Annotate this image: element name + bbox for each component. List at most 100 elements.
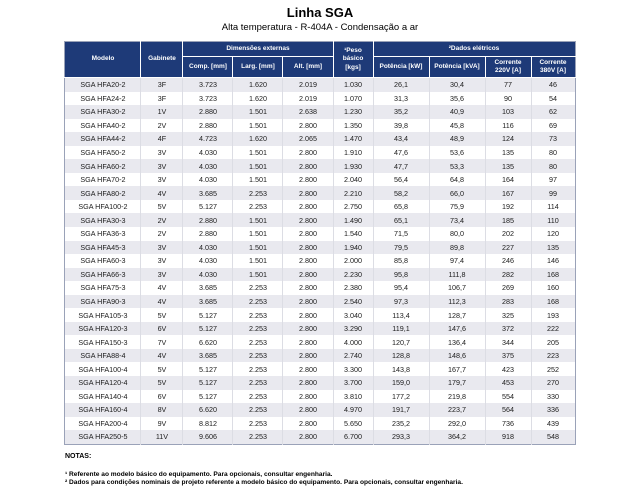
table-cell: 35,6 — [429, 91, 486, 106]
table-cell: 5V — [140, 376, 184, 390]
group-header-dimensoes-externas: Dimensões externas — [182, 41, 334, 57]
table-cell: 1.501 — [232, 213, 284, 228]
table-cell: 113,4 — [373, 308, 430, 322]
table-cell: 5.127 — [182, 362, 234, 377]
table-cell: 3V — [140, 267, 184, 282]
table-cell: 97,4 — [429, 254, 486, 268]
table-cell: 2.800 — [282, 199, 334, 214]
table-row: SGA HFA44-2 4F 4.723 1.620 2.065 1.470 43,4 48,… — [64, 132, 576, 146]
table-cell: 4.030 — [182, 145, 234, 160]
col-header-potencia-kw: Potência [kW] — [373, 56, 430, 78]
table-cell: 2.253 — [232, 389, 284, 404]
table-cell: 1.540 — [333, 227, 374, 241]
table-cell: 65,1 — [373, 213, 430, 228]
table-cell: 80 — [549, 148, 557, 157]
table-cell: 8V — [140, 403, 184, 417]
table-cell: 1.501 — [232, 240, 284, 255]
table-cell: 2.800 — [282, 362, 334, 377]
table-cell: SGA HFA60-2 — [64, 159, 142, 173]
table-cell: 4V — [140, 348, 184, 363]
table-cell: 4V — [140, 294, 184, 309]
table-row: SGA HFA105-3 5V 5.127 2.253 2.800 3.040 113,4 1… — [64, 308, 576, 322]
table-cell: SGA HFA200-4 — [64, 416, 142, 431]
table-cell: 116 — [485, 118, 532, 133]
spec-table: Modelo Gabinete Dimensões externas ¹Peso… — [64, 41, 576, 445]
table-cell: 11V — [140, 430, 184, 445]
notes-section: NOTAS: ¹ Referente ao modelo básico do e… — [65, 453, 575, 487]
table-cell: 58,2 — [373, 186, 430, 200]
table-cell: 111,8 — [429, 267, 486, 282]
table-cell: 62 — [549, 107, 557, 117]
table-cell: 292,0 — [429, 416, 486, 431]
table-cell: 8.812 — [182, 416, 234, 431]
table-cell: 1.620 — [232, 132, 284, 146]
table-cell: 3.290 — [333, 321, 374, 336]
table-cell: 2.000 — [333, 254, 374, 268]
table-cell: 148,6 — [429, 348, 486, 363]
table-cell: 2V — [140, 227, 184, 241]
table-row: SGA HFA120-3 6V 5.127 2.253 2.800 3.290 119,1 1… — [64, 321, 576, 336]
table-cell: 2.019 — [282, 91, 334, 106]
table-cell: 69 — [549, 120, 557, 130]
table-cell: SGA HFA36-3 — [64, 227, 142, 241]
table-cell: SGA HFA100-4 — [64, 362, 142, 377]
table-cell: 64,8 — [429, 172, 486, 187]
table-cell: 1.620 — [232, 77, 284, 92]
table-cell: 2.800 — [282, 227, 334, 241]
table-cell: 1.501 — [232, 227, 284, 241]
table-cell: 2.253 — [232, 416, 284, 431]
table-cell: 2.253 — [232, 430, 284, 445]
table-cell: SGA HFA160-4 — [64, 403, 142, 417]
table-cell: 3.810 — [333, 389, 374, 404]
table-row: SGA HFA200-4 9V 8.812 2.253 2.800 5.650 235,2 2… — [64, 416, 576, 431]
table-cell: 4V — [140, 186, 184, 200]
table-cell: 4.970 — [333, 403, 374, 417]
table-cell: 160 — [547, 283, 559, 293]
table-cell: 124 — [485, 132, 532, 146]
table-cell: 330 — [547, 391, 559, 401]
table-cell: SGA HFA88-4 — [64, 348, 142, 363]
table-cell: SGA HFA105-3 — [64, 308, 142, 322]
table-cell: 2.800 — [282, 213, 334, 228]
table-row: SGA HFA60-2 3V 4.030 1.501 2.800 1.930 47,7 53,… — [64, 159, 576, 173]
table-cell: 40,9 — [429, 105, 486, 119]
page-title: Linha SGA — [286, 5, 354, 20]
table-cell: 2.253 — [232, 308, 284, 322]
table-cell: 2.253 — [232, 294, 284, 309]
table-cell: SGA HFA20-2 — [64, 77, 142, 92]
table-cell: 2.800 — [282, 294, 334, 309]
table-cell: 4.723 — [182, 132, 234, 146]
table-cell: 191,7 — [373, 403, 430, 417]
table-cell: 372 — [485, 321, 532, 336]
table-cell: 80 — [549, 161, 557, 171]
note-2: ² Dados para condições nominais de proje… — [65, 479, 463, 486]
table-cell: 2.800 — [282, 118, 334, 133]
table-cell: 47,7 — [373, 159, 430, 173]
table-cell: 2.800 — [282, 430, 334, 445]
table-cell: 252 — [547, 364, 559, 374]
table-cell: 71,5 — [373, 227, 430, 241]
table-cell: 30,4 — [429, 77, 486, 92]
table-cell: SGA HFA75-3 — [64, 281, 142, 295]
table-cell: 192 — [485, 199, 532, 214]
table-cell: 143,8 — [373, 362, 430, 377]
table-header: Modelo Gabinete Dimensões externas ¹Peso… — [64, 41, 576, 78]
table-cell: 4.000 — [333, 335, 374, 349]
table-cell: 6V — [140, 321, 184, 336]
table-cell: 2.800 — [282, 254, 334, 268]
table-cell: 167,7 — [429, 362, 486, 377]
table-cell: 112,3 — [429, 294, 486, 309]
table-cell: 65,8 — [373, 199, 430, 214]
table-cell: 119,1 — [373, 321, 430, 336]
table-cell: 2.800 — [282, 145, 334, 160]
table-row: SGA HFA20-2 3F 3.723 1.620 2.019 1.030 26,1 30,… — [64, 77, 576, 92]
table-cell: 2.253 — [232, 362, 284, 377]
table-cell: 227 — [485, 240, 532, 255]
table-cell: 97 — [549, 175, 557, 185]
table-cell: 1.501 — [232, 105, 284, 119]
table-cell: 2.800 — [282, 159, 334, 173]
table-cell: 77 — [485, 77, 532, 92]
table-cell: 2.800 — [282, 348, 334, 363]
table-row: SGA HFA24-2 3F 3.723 1.620 2.019 1.070 31,3 35,… — [64, 91, 576, 106]
table-cell: 1.030 — [333, 77, 374, 92]
